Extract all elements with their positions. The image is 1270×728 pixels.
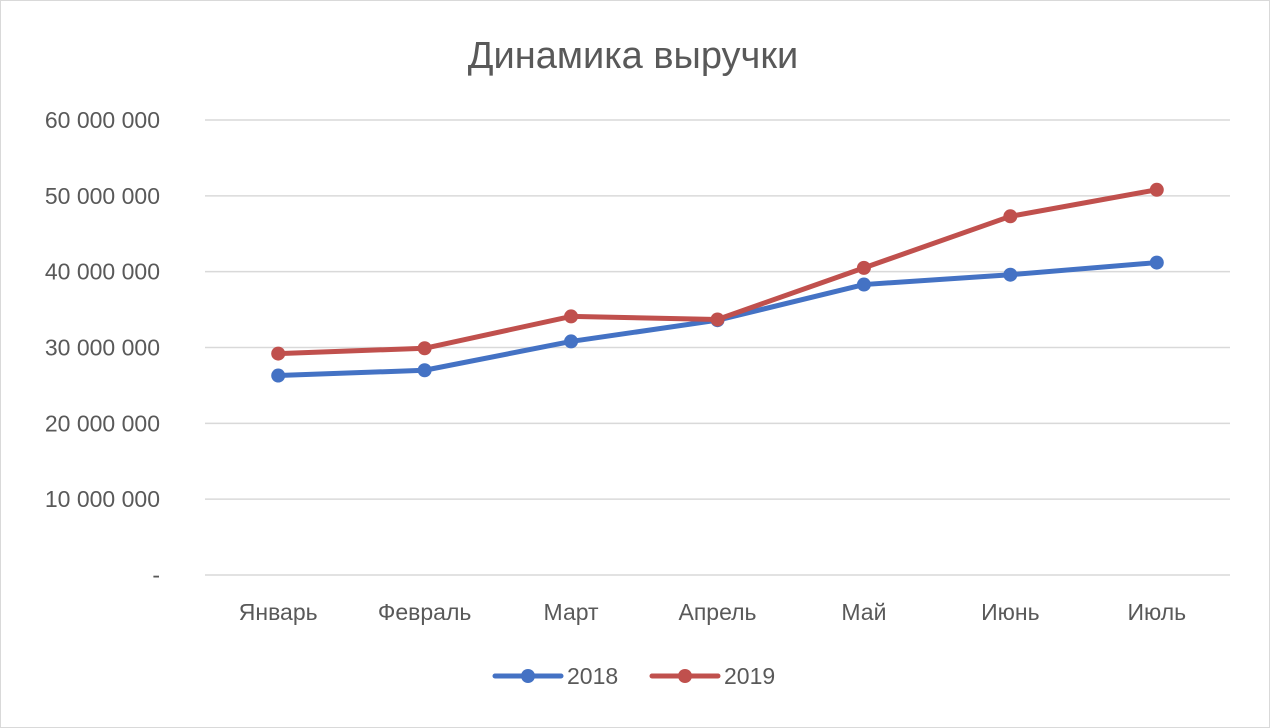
x-tick-label: Май [841,599,886,625]
data-point [564,334,579,349]
legend-marker [678,669,692,683]
data-point [1149,255,1164,270]
y-tick-label: 20 000 000 [45,410,160,436]
legend-label: 2019 [724,663,775,689]
data-point [856,260,871,275]
data-point [1003,209,1018,224]
x-tick-label: Февраль [378,599,471,625]
y-tick-label: 60 000 000 [45,107,160,133]
x-tick-label: Июнь [981,599,1039,625]
x-axis-ticks: Январь Февраль Март Апрель Май Июнь Июль [239,599,1186,625]
series-2019 [271,182,1164,361]
legend-item: 2019 [649,663,775,689]
legend-item: 2018 [492,663,618,689]
data-point [271,346,286,361]
data-point [417,341,432,356]
data-point [271,368,286,383]
series-lines [271,182,1164,383]
data-point [1003,267,1018,282]
x-tick-label: Январь [239,599,318,625]
y-tick-label: 10 000 000 [45,486,160,512]
gridlines [205,119,1230,576]
data-point [417,363,432,378]
legend-marker [521,669,535,683]
y-tick-label: 30 000 000 [45,335,160,361]
data-point [1149,182,1164,197]
data-point [710,312,725,327]
legend-label: 2018 [567,663,618,689]
y-axis-ticks: - 10 000 000 20 000 000 30 000 000 40 000 00… [45,107,160,588]
chart-title: Динамика выручки [468,35,798,77]
legend: 2018 2019 [492,663,775,689]
y-tick-label: 40 000 000 [45,259,160,285]
x-tick-label: Апрель [678,599,756,625]
data-point [564,309,579,324]
y-tick-label: - [152,562,160,588]
data-point [856,277,871,292]
x-tick-label: Март [544,599,599,625]
x-tick-label: Июль [1127,599,1186,625]
y-tick-label: 50 000 000 [45,183,160,209]
